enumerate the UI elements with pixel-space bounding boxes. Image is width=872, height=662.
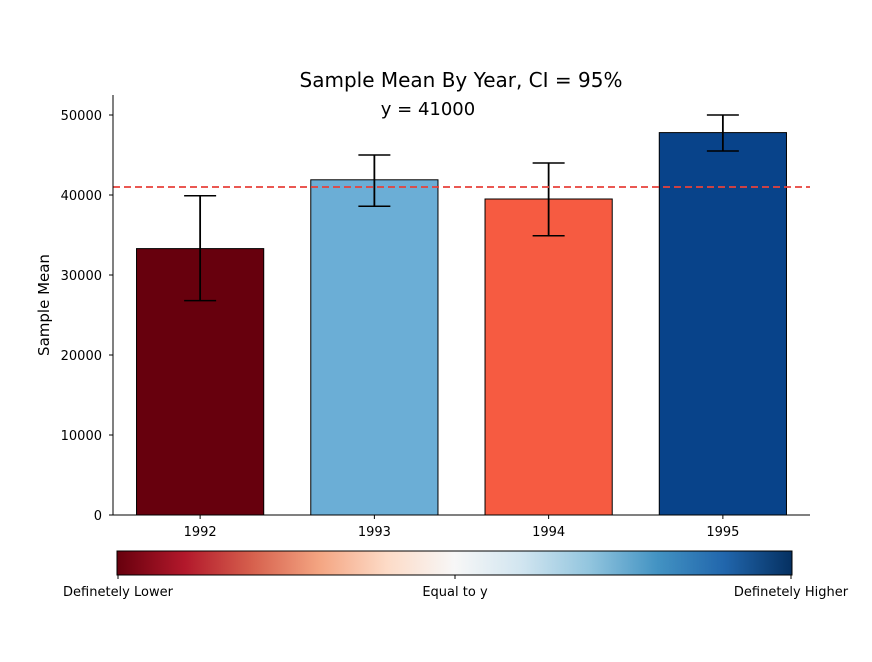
y-tick-label-10000: 10000 (61, 429, 102, 444)
y-axis-label: Sample Mean (35, 254, 53, 356)
x-ticks: 1992 1993 1994 1995 (184, 515, 739, 540)
x-tick-label-1992: 1992 (184, 525, 217, 540)
axes (112, 95, 810, 516)
chart-subtitle: y = 41000 (381, 99, 475, 120)
bar-1995 (658, 132, 787, 516)
bar-1994 (484, 198, 613, 516)
bar-1993 (310, 179, 439, 516)
bars (136, 132, 787, 516)
error-bars (184, 114, 739, 302)
colorbar-label-mid: Equal to y (422, 585, 488, 600)
y-tick-label-20000: 20000 (61, 349, 102, 364)
colorbar-label-high: Definetely Higher (734, 585, 849, 600)
y-tick-label-30000: 30000 (61, 269, 102, 284)
colorbar-label-low: Definetely Lower (63, 585, 174, 600)
y-tick-label-50000: 50000 (61, 109, 102, 124)
y-ticks: 0 10000 20000 30000 40000 50000 (61, 109, 113, 524)
colorbar-gradient (116, 550, 793, 576)
x-tick-label-1995: 1995 (706, 525, 739, 540)
colorbar: Definetely Lower Equal to y Definetely H… (63, 550, 849, 600)
x-tick-label-1994: 1994 (532, 525, 565, 540)
chart-title: Sample Mean By Year, CI = 95% (300, 68, 623, 92)
x-tick-label-1993: 1993 (358, 525, 391, 540)
y-tick-label-40000: 40000 (61, 189, 102, 204)
y-tick-label-0: 0 (94, 509, 102, 524)
